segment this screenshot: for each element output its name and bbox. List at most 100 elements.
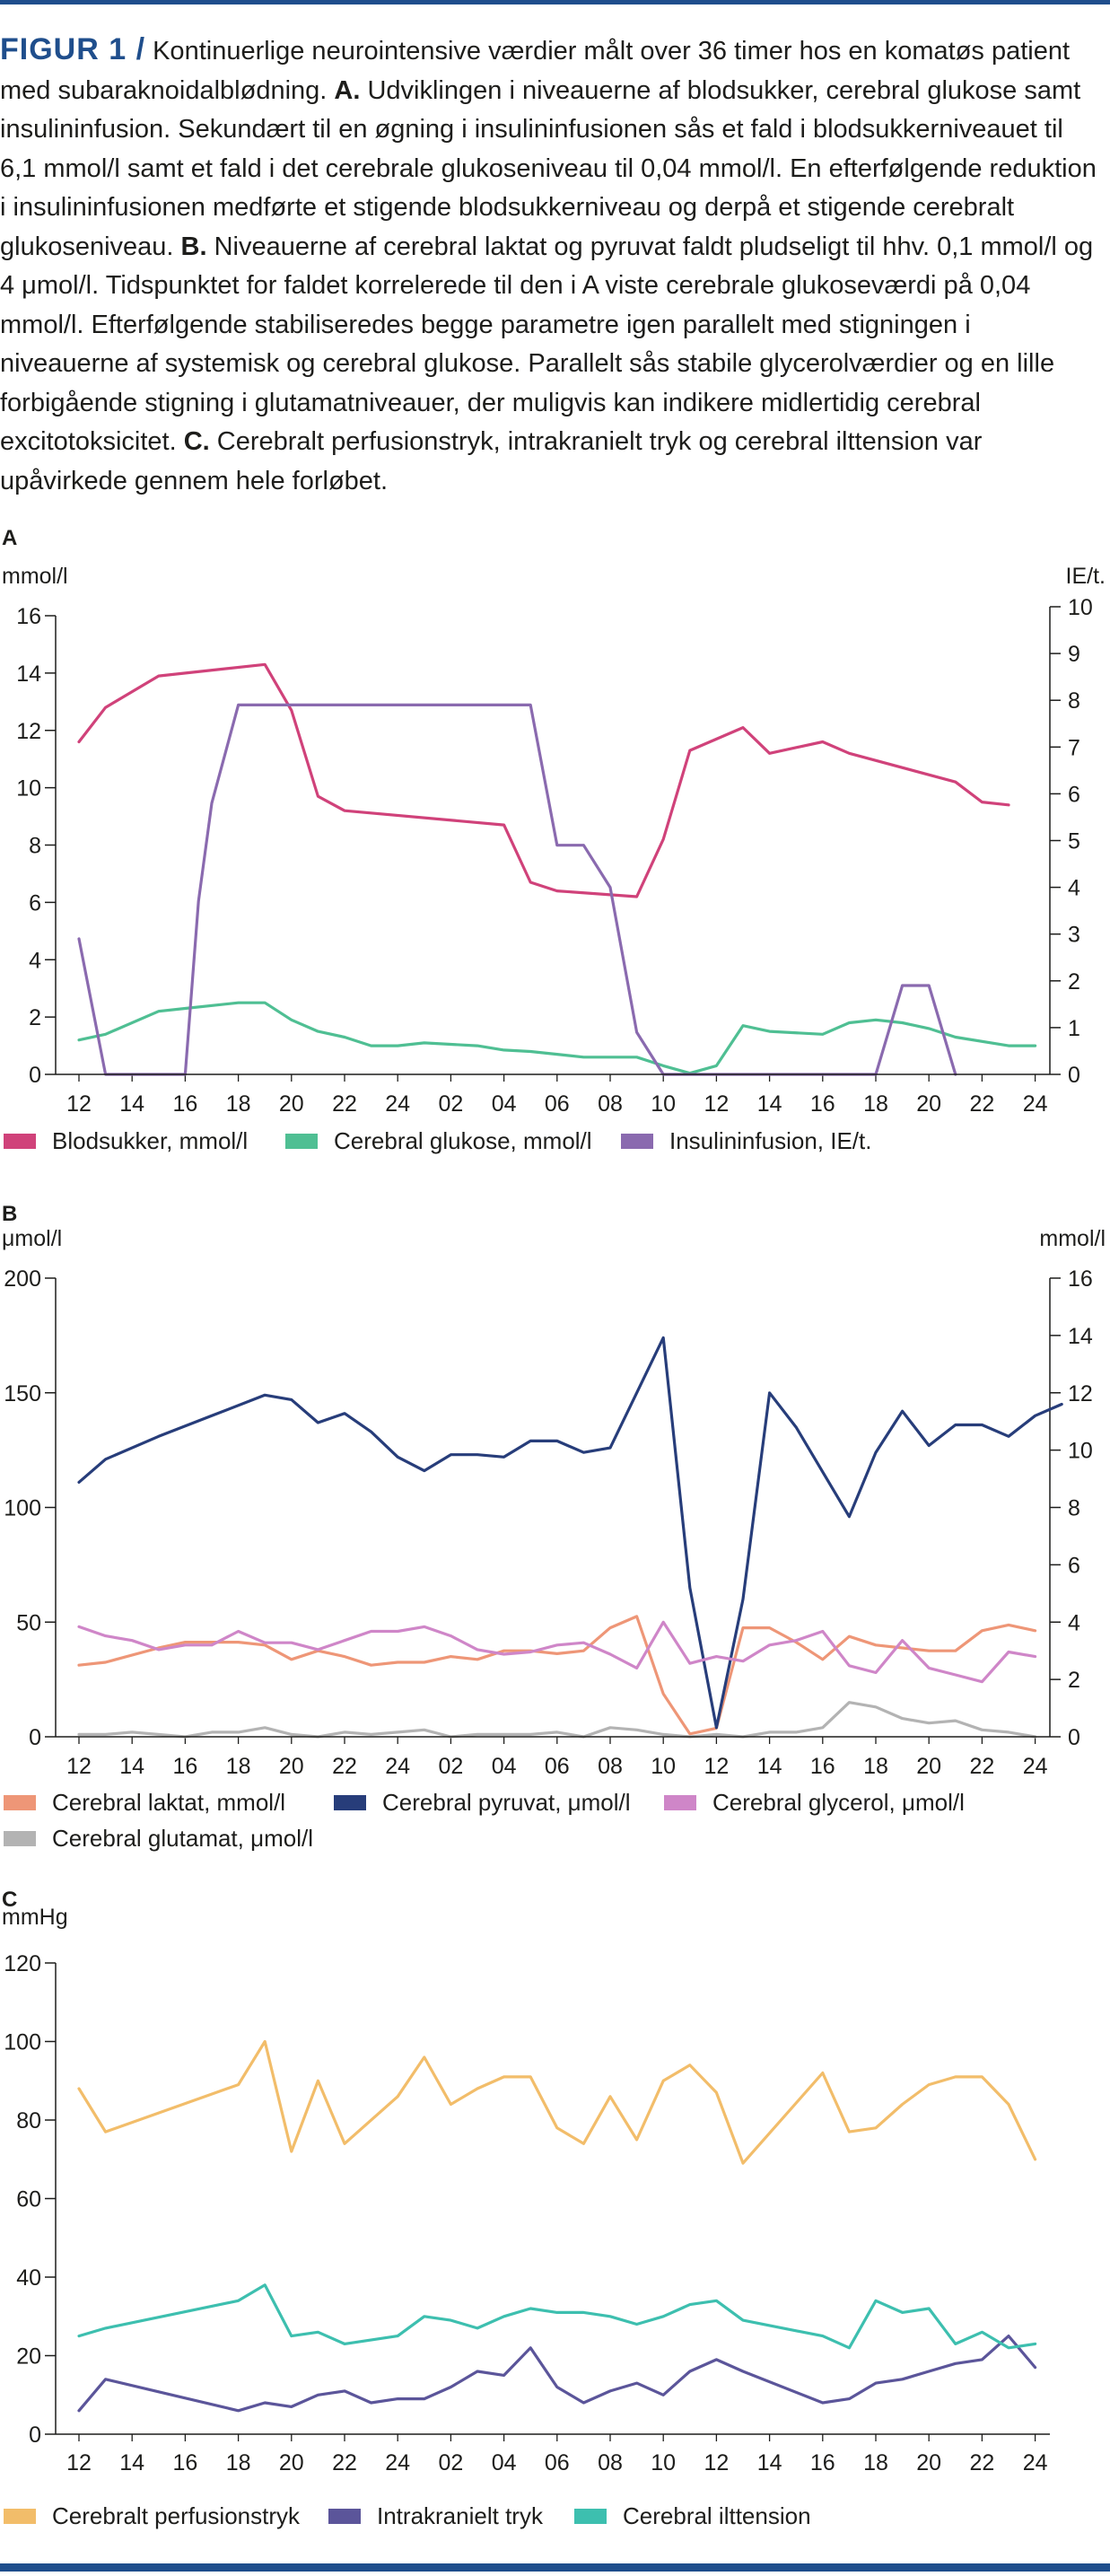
x-tick-label: 12 [66, 1091, 92, 1117]
top-rule [0, 0, 1110, 4]
right-tick-label: 3 [1068, 923, 1080, 948]
left-tick-label: 0 [29, 2423, 41, 2448]
left-tick-label: 12 [16, 719, 41, 744]
x-tick-label: 18 [226, 1754, 251, 1779]
x-tick-label: 14 [757, 1091, 782, 1117]
right-tick-label: 6 [1068, 782, 1080, 807]
legend-label: Cerebral glukose, mmol/l [334, 1127, 592, 1154]
x-tick-label: 20 [916, 1754, 941, 1779]
right-tick-label: 8 [1068, 688, 1080, 714]
x-tick-label: 24 [1023, 2450, 1048, 2475]
right-tick-label: 0 [1068, 1063, 1080, 1088]
right-tick-label: 4 [1068, 1610, 1080, 1635]
legend-item: Cerebral laktat, mmol/l [4, 1789, 285, 1817]
legend-item: Cerebral ilttension [574, 2502, 811, 2530]
x-tick-label: 12 [704, 1754, 729, 1779]
left-tick-label: 120 [4, 1951, 41, 1976]
right-tick-label: 2 [1068, 1668, 1080, 1693]
right-tick-label: 14 [1068, 1324, 1093, 1349]
x-tick-label: 04 [492, 1754, 517, 1779]
left-tick-label: 4 [29, 948, 41, 973]
x-tick-label: 20 [279, 2450, 304, 2475]
right-tick-label: 4 [1068, 876, 1080, 901]
left-tick-label: 60 [16, 2187, 41, 2212]
left-tick-label: 20 [16, 2344, 41, 2370]
left-axis-unit: mmol/l [2, 564, 68, 589]
caption-a-label: A. [334, 75, 361, 105]
x-tick-label: 16 [172, 2450, 197, 2475]
x-tick-label: 06 [545, 2450, 570, 2475]
legend-swatch [574, 2509, 607, 2524]
legend-swatch [285, 1134, 318, 1149]
x-tick-label: 06 [545, 1091, 570, 1117]
x-tick-label: 10 [651, 1091, 676, 1117]
legend-item: Cerebral glutamat, μmol/l [4, 1825, 313, 1853]
right-tick-label: 6 [1068, 1553, 1080, 1578]
x-tick-label: 16 [172, 1091, 197, 1117]
legend-label: Cerebral glutamat, μmol/l [52, 1825, 313, 1852]
x-tick-label: 12 [66, 1754, 92, 1779]
bottom-rule [0, 2563, 1110, 2572]
x-tick-label: 16 [172, 1754, 197, 1779]
legend-item: Cerebralt perfusionstryk [4, 2502, 300, 2530]
left-tick-label: 80 [16, 2108, 41, 2134]
right-tick-label: 5 [1068, 829, 1080, 854]
series-line-cerebralt-perfusionstryk [77, 2039, 1037, 2165]
left-axis-unit: mmHg [2, 1905, 68, 1930]
left-axis-unit: μmol/l [2, 1226, 62, 1251]
legend-swatch [334, 1795, 366, 1810]
right-tick-label: 2 [1068, 969, 1080, 994]
right-tick-label: 10 [1068, 595, 1093, 620]
x-tick-label: 14 [757, 1754, 782, 1779]
x-tick-label: 18 [226, 2450, 251, 2475]
panel-b-letter: B [2, 1202, 18, 1226]
x-tick-label: 02 [438, 2450, 463, 2475]
figure-caption: FIGUR 1 / Kontinuerlige neurointensive v… [0, 31, 1104, 501]
left-tick-label: 2 [29, 1005, 41, 1030]
legend-label: Insulininfusion, IE/t. [669, 1127, 872, 1154]
x-tick-label: 20 [916, 2450, 941, 2475]
legend-swatch [4, 1831, 36, 1846]
x-tick-label: 22 [332, 1754, 357, 1779]
left-tick-label: 0 [29, 1725, 41, 1750]
x-tick-label: 14 [119, 1754, 144, 1779]
legend-item: Insulininfusion, IE/t. [621, 1127, 871, 1155]
legend-swatch [4, 1795, 36, 1810]
legend-item: Cerebral glycerol, μmol/l [664, 1789, 965, 1817]
x-tick-label: 16 [810, 2450, 835, 2475]
right-tick-label: 12 [1068, 1381, 1093, 1406]
x-tick-label: 24 [1023, 1754, 1048, 1779]
x-tick-label: 02 [438, 1754, 463, 1779]
x-tick-label: 24 [385, 2450, 410, 2475]
chart-c: mmHg 0 20 40 60 80 100 120 12 14 16 18 20 22 24 02 04 06 0… [2, 1905, 1050, 2475]
x-tick-label: 22 [332, 1091, 357, 1117]
x-tick-label: 12 [66, 2450, 92, 2475]
x-tick-label: 22 [969, 1754, 994, 1779]
legend-label: Intrakranielt tryk [377, 2502, 543, 2529]
legend-swatch [664, 1795, 696, 1810]
caption-b-text: Niveauerne af cerebral laktat og pyruvat… [0, 232, 1094, 457]
legend-item: Intrakranielt tryk [328, 2502, 543, 2530]
x-tick-label: 18 [226, 1091, 251, 1117]
right-tick-label: 1 [1068, 1016, 1080, 1041]
caption-c-label: C. [183, 427, 210, 456]
caption-intro: Kontinuerlige neurointensive værdier mål… [0, 37, 1071, 105]
caption-a-text: Udviklingen i niveauerne af blodsukker, … [0, 75, 1097, 261]
left-tick-label: 40 [16, 2265, 41, 2291]
x-tick-label: 18 [863, 2450, 888, 2475]
x-tick-label: 14 [757, 2450, 782, 2475]
legend-label: Cerebral glycerol, μmol/l [712, 1789, 965, 1816]
figure-label: FIGUR 1 / [0, 32, 146, 66]
x-tick-label: 20 [279, 1754, 304, 1779]
right-tick-label: 0 [1068, 1725, 1080, 1750]
x-tick-label: 22 [332, 2450, 357, 2475]
legend-label: Blodsukker, mmol/l [52, 1127, 249, 1154]
legend-swatch [328, 2509, 361, 2524]
x-tick-label: 08 [598, 1754, 623, 1779]
left-tick-label: 8 [29, 834, 41, 859]
x-tick-label: 08 [598, 1091, 623, 1117]
panel-a-letter: A [2, 526, 18, 550]
x-tick-label: 08 [598, 2450, 623, 2475]
x-tick-label: 12 [704, 1091, 729, 1117]
legend-label: Cerebral pyruvat, μmol/l [382, 1789, 631, 1816]
